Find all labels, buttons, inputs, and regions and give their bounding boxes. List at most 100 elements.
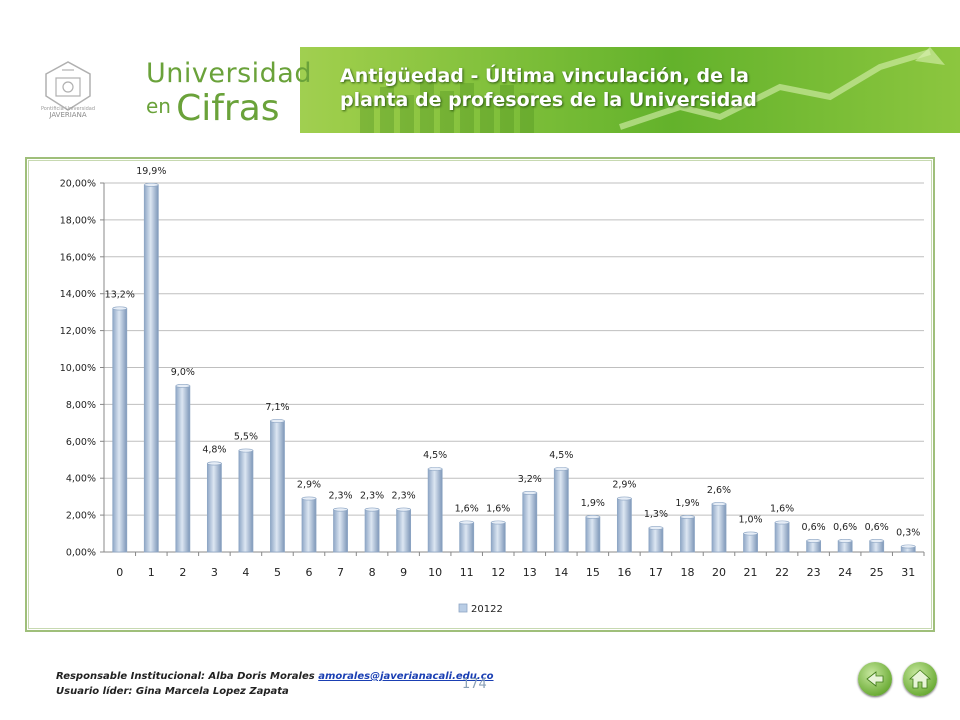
bar — [301, 498, 317, 553]
bar-cap — [427, 467, 443, 471]
logo-area — [0, 47, 300, 133]
bar-cap — [806, 539, 821, 543]
bar-cap — [144, 182, 159, 187]
x-tick-label: 15 — [586, 566, 600, 579]
bar-cap — [837, 539, 853, 543]
bar-cap — [112, 306, 128, 311]
grid-lines — [104, 182, 924, 516]
legend: 20122 — [458, 603, 503, 615]
axes — [100, 182, 925, 556]
banner-decoration — [360, 47, 945, 133]
x-tick-label: 20 — [712, 566, 726, 579]
bar — [553, 468, 569, 553]
data-label: 1,9% — [581, 498, 605, 509]
bar — [427, 468, 443, 553]
bar-cap — [459, 520, 474, 525]
bar — [711, 503, 727, 553]
x-tick-label: 3 — [211, 566, 218, 579]
y-tick-label: 6,00% — [66, 437, 96, 448]
x-tick-label: 9 — [400, 566, 407, 579]
x-tick-label: 25 — [870, 566, 884, 579]
bar — [490, 522, 506, 553]
data-label: 2,9% — [297, 479, 321, 490]
x-tick-label: 10 — [428, 566, 442, 579]
bar — [396, 509, 412, 553]
bar-cap — [270, 419, 285, 423]
bar-cap — [207, 461, 222, 466]
bar — [616, 498, 632, 553]
data-label: 13,2% — [105, 289, 135, 300]
x-tick-label: 14 — [554, 566, 568, 579]
x-tick-label: 8 — [369, 566, 376, 579]
back-button[interactable] — [858, 662, 892, 696]
bar — [648, 527, 664, 553]
x-tick-label: 18 — [680, 566, 694, 579]
bar — [743, 533, 758, 553]
back-arrow-icon — [866, 671, 884, 687]
bar-cap — [490, 520, 506, 525]
data-label: 9,0% — [171, 367, 195, 378]
home-button[interactable] — [903, 662, 937, 696]
y-tick-label: 14,00% — [60, 289, 96, 300]
data-label: 2,9% — [612, 479, 636, 490]
data-label: 1,6% — [455, 503, 479, 514]
bar — [206, 463, 222, 553]
footer-responsible: Responsable Institucional: Alba Doris Mo… — [56, 671, 494, 682]
university-seal-icon — [45, 61, 91, 111]
bar — [238, 450, 254, 553]
y-tick-label: 0,00% — [66, 548, 96, 559]
seal-caption-line1: Pontificia Universidad — [40, 106, 96, 112]
data-label: 0,6% — [833, 522, 857, 533]
bar — [585, 516, 601, 553]
data-label: 1,3% — [644, 509, 668, 520]
bar-cap — [554, 467, 569, 471]
x-tick-label: 22 — [775, 566, 789, 579]
bar-cap — [333, 507, 348, 512]
x-tick-label: 12 — [491, 566, 505, 579]
bar-cap — [648, 526, 664, 530]
bar — [459, 522, 475, 553]
bar-cap — [711, 502, 727, 506]
data-label: 4,5% — [423, 450, 447, 461]
brand-en-cifras: en Cifras — [146, 88, 280, 129]
data-label: 0,6% — [802, 522, 826, 533]
x-tick-label: 16 — [617, 566, 631, 579]
bar-cap — [396, 507, 411, 512]
home-icon — [908, 669, 932, 689]
bar — [143, 184, 159, 553]
x-tick-label: 2 — [179, 566, 186, 579]
brand-universidad: Universidad — [146, 58, 312, 89]
data-label: 0,3% — [896, 527, 920, 538]
brand-en: en — [146, 94, 171, 118]
y-tick-label: 2,00% — [66, 511, 96, 522]
bar-cap — [238, 448, 254, 453]
x-tick-label: 5 — [274, 566, 281, 579]
tick-labels: 0,00%2,00%4,00%6,00%8,00%10,00%12,00%14,… — [60, 179, 915, 580]
bar — [364, 509, 380, 553]
y-tick-label: 4,00% — [66, 474, 96, 485]
data-label: 1,0% — [738, 515, 762, 526]
x-tick-label: 21 — [744, 566, 758, 579]
x-tick-label: 4 — [242, 566, 249, 579]
bar-cap — [522, 491, 538, 495]
data-label: 2,3% — [392, 491, 416, 502]
chart-inner-border — [28, 160, 932, 629]
data-label: 1,6% — [486, 503, 510, 514]
bar — [270, 420, 285, 553]
bar-cap — [869, 539, 884, 543]
x-tick-label: 24 — [838, 566, 852, 579]
bar — [680, 516, 695, 553]
bars — [112, 182, 916, 553]
bar-cap — [680, 515, 695, 519]
legend-swatch — [458, 603, 468, 613]
responsible-email-link[interactable]: amorales@javerianacali.edu.co — [318, 671, 494, 682]
data-label: 2,6% — [707, 485, 731, 496]
x-tick-label: 17 — [649, 566, 663, 579]
data-label: 3,2% — [518, 474, 542, 485]
x-tick-label: 11 — [460, 566, 474, 579]
y-tick-label: 12,00% — [60, 326, 96, 337]
data-label: 19,9% — [136, 166, 166, 177]
x-tick-label: 23 — [807, 566, 821, 579]
data-label: 0,6% — [865, 522, 889, 533]
page-number: 174 — [462, 677, 487, 692]
